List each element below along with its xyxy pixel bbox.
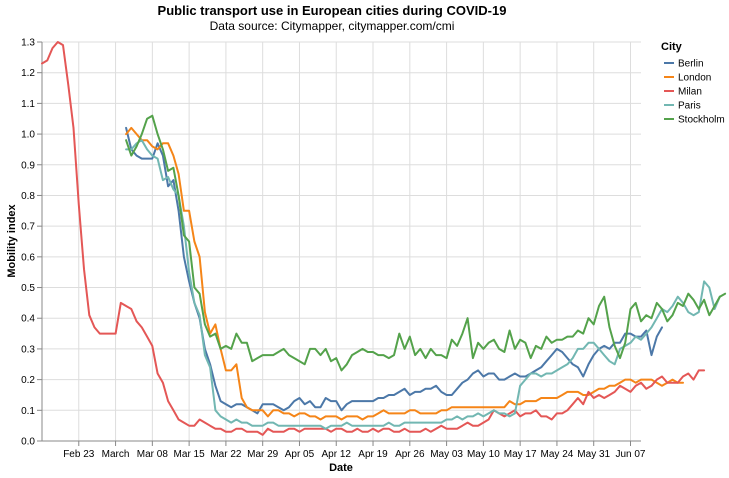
y-tick-label: 1.1	[21, 99, 35, 110]
y-tick-label: 0.9	[21, 160, 35, 171]
x-tick-label: Apr 26	[395, 449, 425, 460]
x-tick-label: Jun 07	[615, 449, 645, 460]
x-tick-label: May 31	[577, 449, 610, 460]
x-axis-title: Date	[329, 462, 353, 474]
x-tick-label: May 10	[467, 449, 500, 460]
axis-layer: 0.0 0.1 0.2 0.3 0.4 0.5 0.6 0.7 0.8 0.9 1.0 1.1 1.2 1…	[21, 38, 646, 461]
y-tick-label: 1.3	[21, 38, 35, 49]
y-tick-label: 0.0	[21, 437, 35, 448]
y-tick-label: 1.0	[21, 130, 35, 141]
y-tick-label: 0.7	[21, 222, 35, 233]
series-layer	[41, 41, 727, 436]
x-tick-label: May 17	[504, 449, 537, 460]
x-tick-label: May 03	[430, 449, 463, 460]
series-line-milan	[41, 41, 706, 436]
y-axis-title: Mobility index	[6, 203, 18, 277]
x-tick-label: Mar 08	[137, 449, 169, 460]
x-tick-label: Apr 05	[285, 449, 315, 460]
y-tick-label: 0.5	[21, 283, 35, 294]
x-tick-label: Mar 15	[174, 449, 206, 460]
chart-title: Public transport use in European cities …	[158, 3, 507, 18]
series-line-stockholm	[125, 114, 727, 372]
y-tick-label: 0.4	[21, 314, 35, 325]
grid-layer	[42, 41, 641, 442]
chart-subtitle: Data source: Citymapper, citymapper.com/…	[210, 19, 455, 33]
y-tick-label: 1.2	[21, 68, 35, 79]
legend-label-milan: Milan	[678, 87, 702, 98]
legend-label-stockholm: Stockholm	[678, 115, 725, 126]
x-tick-label: Feb 23	[63, 449, 95, 460]
legend: City Berlin London Milan Paris Stockholm	[661, 41, 725, 126]
legend-label-london: London	[678, 73, 711, 84]
y-tick-label: 0.8	[21, 191, 35, 202]
x-tick-label: May 24	[541, 449, 574, 460]
x-tick-label: Apr 19	[358, 449, 388, 460]
y-tick-label: 0.3	[21, 344, 35, 355]
y-tick-label: 0.6	[21, 252, 35, 263]
y-tick-label: 0.2	[21, 375, 35, 386]
x-tick-label: Mar 29	[247, 449, 279, 460]
series-line-london	[125, 126, 684, 421]
x-tick-label: Mar 22	[210, 449, 242, 460]
y-tick-label: 0.1	[21, 406, 35, 417]
series-line-berlin	[125, 126, 663, 415]
x-tick-label: Apr 12	[322, 449, 352, 460]
legend-title: City	[661, 41, 683, 53]
x-tick-label: March	[102, 449, 130, 460]
series-line-paris	[125, 139, 721, 430]
legend-label-paris: Paris	[678, 101, 701, 112]
legend-label-berlin: Berlin	[678, 59, 704, 70]
